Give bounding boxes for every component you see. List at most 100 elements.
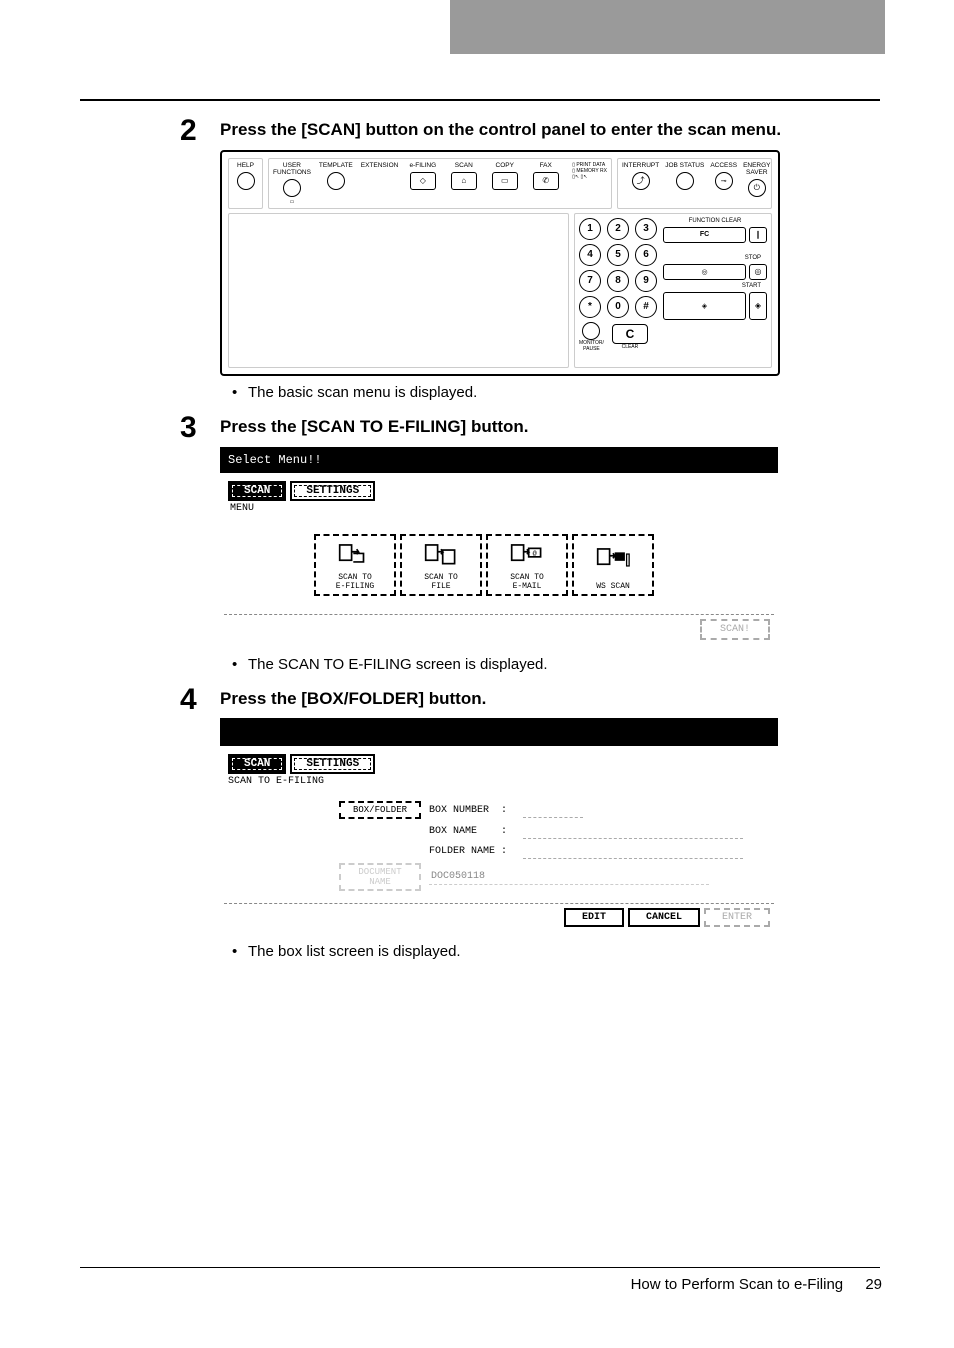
step-3-body: Press the [SCAN TO E-FILING] button. Sel…	[220, 415, 880, 681]
monitor-pause-button[interactable]	[582, 322, 600, 340]
scan-to-email-button[interactable]: @ SCAN TO E-MAIL	[486, 534, 568, 596]
scan-options-row: SCAN TO E-FILING SCAN TO FILE @	[224, 516, 774, 614]
ws-scan-button[interactable]: WS SCAN	[572, 534, 654, 596]
keypad-8[interactable]: 8	[607, 270, 629, 292]
extension-btn-group: EXTENSION	[361, 162, 399, 172]
content-area: 2 Press the [SCAN] button on the control…	[180, 118, 880, 974]
folder-name-row: FOLDER NAME :	[224, 843, 774, 859]
keypad-5[interactable]: 5	[607, 244, 629, 266]
scan-menu-header: Select Menu!!	[220, 447, 778, 473]
copy-label: COPY	[488, 162, 521, 169]
stop-mono-button[interactable]: ◎	[663, 264, 746, 280]
keypad-0[interactable]: 0	[607, 296, 629, 318]
keypad-1[interactable]: 1	[579, 218, 601, 240]
tab-settings-4[interactable]: SETTINGS	[290, 754, 375, 774]
step-3-bullet: •The SCAN TO E-FILING screen is displaye…	[220, 656, 880, 673]
energy-saver-label: ENERGY SAVER	[743, 162, 770, 176]
scan-to-file-button[interactable]: SCAN TO FILE	[400, 534, 482, 596]
monitor-pause-group: MONITOR/ PAUSE	[579, 322, 604, 352]
box-folder-button[interactable]: BOX/FOLDER	[339, 801, 421, 819]
step-2-number: 2	[180, 116, 220, 146]
start-label: START	[663, 283, 767, 289]
tab-settings[interactable]: SETTINGS	[290, 481, 375, 501]
panel-touch-screen[interactable]	[228, 213, 569, 368]
job-status-button[interactable]	[676, 172, 694, 190]
scan-execute-button[interactable]: SCAN!	[700, 619, 770, 640]
step-3: 3 Press the [SCAN TO E-FILING] button. S…	[180, 415, 880, 681]
fax-btn-group: FAX ✆	[529, 162, 562, 190]
keypad: 1 2 3 4 5 6 7 8 9 *	[579, 218, 659, 363]
footer-rule	[80, 1267, 880, 1268]
control-panel: HELP USER FUNCTIONS ▭	[220, 150, 780, 376]
footer-text: How to Perform Scan to e-Filing	[631, 1276, 844, 1293]
keypad-7[interactable]: 7	[579, 270, 601, 292]
efiling-button[interactable]: ◇	[410, 172, 436, 190]
panel-indicators: ▯ PRINT DATA ▯ MEMORY RX ▯↖ ▯↖	[570, 162, 607, 180]
help-button[interactable]	[237, 172, 255, 190]
file-icon	[424, 539, 458, 573]
template-button[interactable]	[327, 172, 345, 190]
box-folder-tabs: SCAN SETTINGS	[224, 750, 774, 774]
document-name-button[interactable]: DOCUMENT NAME	[339, 863, 421, 891]
folder-name-value	[523, 843, 743, 859]
energy-saver-group: ENERGY SAVER ⏻	[743, 162, 770, 205]
function-clear-label: FUNCTION CLEAR	[663, 218, 767, 224]
panel-main-buttons: USER FUNCTIONS ▭ TEMPLATE EXTENSION	[268, 158, 612, 209]
enter-button[interactable]: ENTER	[704, 908, 770, 927]
document-name-row: DOCUMENT NAME DOC050118	[224, 863, 774, 891]
step-4-bullet: •The box list screen is displayed.	[220, 943, 880, 960]
copy-button[interactable]: ▭	[492, 172, 518, 190]
keypad-4[interactable]: 4	[579, 244, 601, 266]
box-number-value	[523, 802, 583, 818]
keypad-grid: 1 2 3 4 5 6 7 8 9 *	[579, 218, 659, 352]
access-group: ACCESS ⊸	[710, 162, 737, 205]
tab-scan[interactable]: SCAN	[228, 481, 286, 501]
fc-button[interactable]: FC	[663, 227, 746, 243]
box-name-row: BOX NAME :	[224, 823, 774, 839]
ws-scan-label: WS SCAN	[596, 582, 630, 591]
box-folder-body: SCAN SETTINGS SCAN TO E-FILING BOX/FOLDE…	[220, 746, 778, 935]
scan-to-email-label: SCAN TO E-MAIL	[510, 573, 544, 591]
tab-scan-4[interactable]: SCAN	[228, 754, 286, 774]
keypad-9[interactable]: 9	[635, 270, 657, 292]
box-name-label: BOX NAME :	[429, 826, 515, 837]
user-functions-btn-group: USER FUNCTIONS ▭	[273, 162, 311, 205]
clear-button[interactable]: C	[612, 324, 648, 344]
fax-label: FAX	[529, 162, 562, 169]
efiling-label: e-FILING	[406, 162, 439, 169]
keypad-hash[interactable]: #	[635, 296, 657, 318]
keypad-2[interactable]: 2	[607, 218, 629, 240]
panel-top-section: HELP USER FUNCTIONS ▭	[228, 158, 772, 209]
stop-label: STOP	[663, 255, 767, 261]
step-4-body: Press the [BOX/FOLDER] button. SCAN SETT…	[220, 687, 880, 969]
box-folder-rows: BOX/FOLDER BOX NUMBER : BOX NAME :	[224, 789, 774, 903]
copy-btn-group: COPY ▭	[488, 162, 521, 190]
keypad-3[interactable]: 3	[635, 218, 657, 240]
menu-label: MENU	[224, 501, 774, 516]
clear-group: C CLEAR	[612, 324, 648, 350]
cancel-button[interactable]: CANCEL	[628, 908, 700, 927]
keypad-star[interactable]: *	[579, 296, 601, 318]
stop-row: ◎ ◎	[663, 264, 767, 280]
energy-saver-button[interactable]: ⏻	[748, 179, 766, 197]
panel-action-col: FUNCTION CLEAR FC ∥ STOP ◎	[663, 218, 767, 363]
scan-to-efiling-button[interactable]: SCAN TO E-FILING	[314, 534, 396, 596]
user-functions-button[interactable]	[283, 179, 301, 197]
email-icon: @	[510, 539, 544, 573]
interrupt-button[interactable]: ⤴	[632, 172, 650, 190]
step-4-number: 4	[180, 685, 220, 715]
help-label: HELP	[231, 162, 260, 169]
keypad-6[interactable]: 6	[635, 244, 657, 266]
svg-text:@: @	[533, 550, 537, 558]
interrupt-group: INTERRUPT ⤴	[622, 162, 659, 205]
start-color-button[interactable]: ◈	[749, 292, 767, 320]
scan-menu-bottom: SCAN!	[224, 614, 774, 644]
fc-alt-button[interactable]: ∥	[749, 227, 767, 243]
start-mono-button[interactable]: ◈	[663, 292, 746, 320]
edit-button[interactable]: EDIT	[564, 908, 624, 927]
access-button[interactable]: ⊸	[715, 172, 733, 190]
stop-color-button[interactable]: ◎	[749, 264, 767, 280]
fax-button[interactable]: ✆	[533, 172, 559, 190]
document-name-value: DOC050118	[429, 869, 709, 885]
scan-button[interactable]: ⌂	[451, 172, 477, 190]
